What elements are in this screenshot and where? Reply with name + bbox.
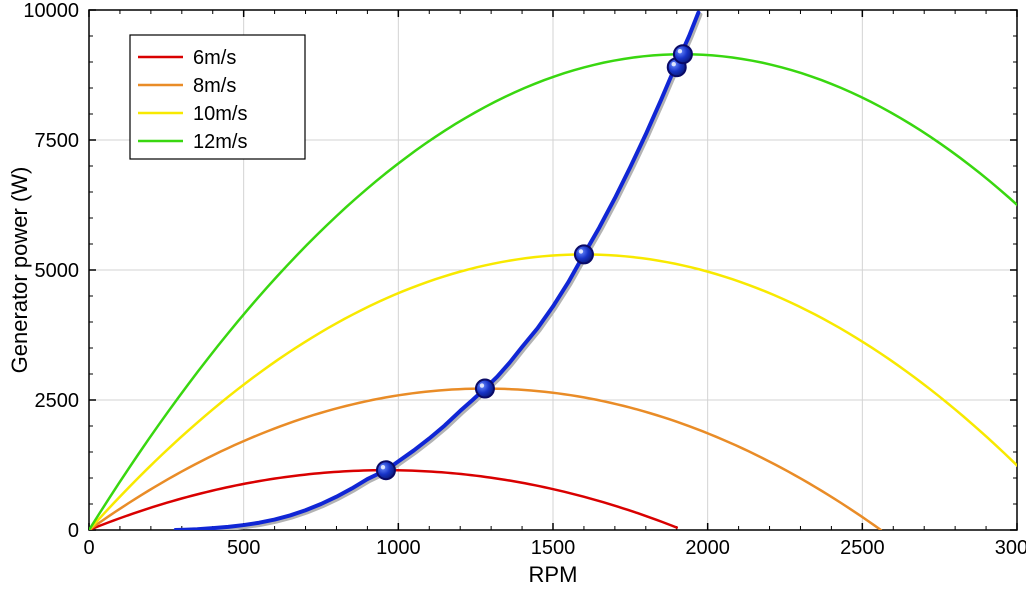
y-tick-label: 7500	[35, 130, 80, 152]
y-axis-label: Generator power (W)	[7, 167, 32, 374]
x-tick-label: 2000	[685, 537, 730, 559]
y-tick-label: 0	[68, 520, 79, 542]
x-tick-label: 1500	[531, 537, 576, 559]
x-tick-label: 500	[227, 537, 260, 559]
y-tick-label: 2500	[35, 390, 80, 412]
y-tick-label: 10000	[23, 0, 79, 22]
x-axis-label: RPM	[529, 562, 578, 587]
marker-0	[377, 461, 395, 479]
marker-2	[575, 245, 593, 263]
legend: 6m/s 8m/s 10m/s 12m/s	[130, 35, 305, 159]
legend-label-12m/s: 12m/s	[193, 131, 247, 153]
x-tick-label: 2500	[840, 537, 885, 559]
y-tick-label: 5000	[35, 260, 80, 282]
legend-label-8m/s: 8m/s	[193, 75, 236, 97]
legend-label-6m/s: 6m/s	[193, 47, 236, 69]
x-tick-label: 1000	[376, 537, 421, 559]
legend-label-10m/s: 10m/s	[193, 103, 247, 125]
x-tick-label: 3000	[995, 537, 1026, 559]
marker-1	[476, 380, 494, 398]
x-tick-label: 0	[83, 537, 94, 559]
power-vs-rpm-chart: 0 500 1000 1500 2000 2500 3000 0 2500 5000 7500 100…	[0, 0, 1026, 590]
marker-4	[674, 45, 692, 63]
